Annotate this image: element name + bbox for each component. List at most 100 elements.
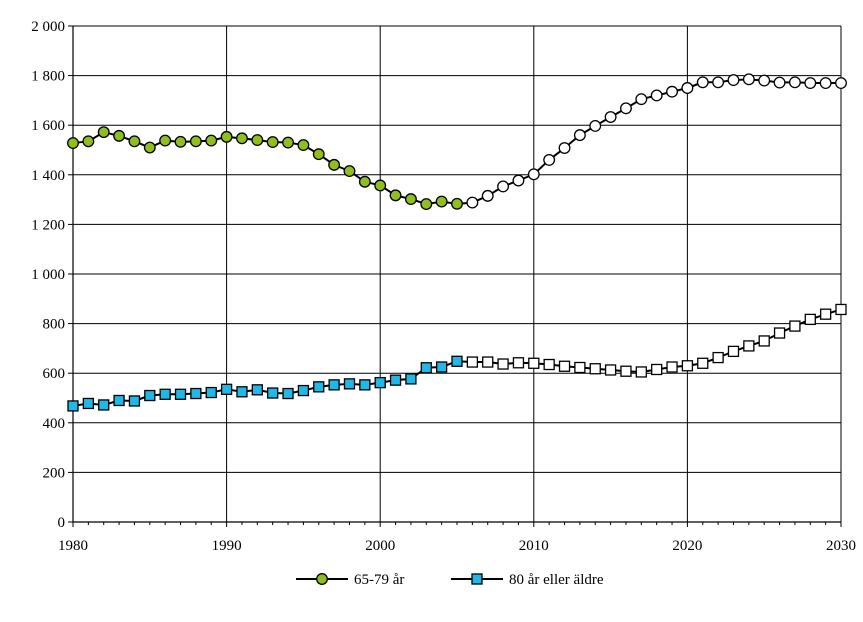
data-point [651, 363, 663, 376]
data-point [420, 198, 433, 211]
legend-label: 80 år eller äldre [509, 572, 604, 588]
data-point [727, 345, 740, 358]
data-point [236, 386, 248, 398]
x-tick-label: 1990 [212, 538, 242, 554]
data-point [650, 89, 663, 102]
data-point [512, 357, 525, 369]
data-point [742, 73, 755, 86]
data-point [482, 356, 494, 368]
data-point [251, 384, 263, 396]
data-point [328, 379, 340, 391]
data-point [220, 383, 233, 395]
y-tick-label: 800 [43, 317, 66, 333]
data-point [620, 365, 632, 377]
data-point [697, 357, 709, 369]
data-point [589, 119, 602, 132]
data-point [620, 102, 632, 115]
data-point [573, 129, 586, 142]
data-point [113, 129, 126, 142]
x-tick-label: 2000 [365, 538, 395, 554]
data-point [98, 399, 110, 411]
data-point [190, 387, 202, 400]
data-point [358, 175, 371, 188]
data-point [666, 85, 678, 98]
x-tick-label: 2030 [826, 538, 856, 554]
data-point [251, 134, 264, 147]
legend-marker [316, 573, 328, 585]
data-point [804, 313, 816, 326]
data-point [666, 361, 678, 373]
data-point [835, 77, 847, 89]
data-point [420, 362, 432, 374]
data-point [236, 132, 248, 145]
data-point [128, 395, 141, 407]
data-point [174, 388, 187, 400]
data-point [635, 366, 647, 378]
data-point [696, 76, 709, 89]
data-point [159, 134, 172, 147]
data-point [404, 193, 417, 206]
series-layer [67, 73, 847, 412]
data-point [451, 197, 463, 210]
legend: 65-79 år 80 år eller äldre [296, 572, 604, 588]
data-point [712, 351, 724, 364]
data-point [174, 135, 187, 148]
data-point [543, 153, 556, 166]
data-point [267, 387, 279, 399]
data-point [405, 373, 417, 385]
data-point [589, 363, 601, 375]
legend-item: 80 år eller äldre [451, 572, 604, 588]
data-point [313, 381, 325, 393]
data-point [712, 76, 725, 89]
x-axis-tick-labels: 1980 1990 2000 2010 2020 2030 [58, 538, 856, 554]
data-point [312, 148, 325, 161]
y-tick-label: 200 [43, 465, 66, 481]
data-point [527, 168, 540, 181]
legend-marker [471, 573, 483, 585]
series-1 [67, 303, 847, 412]
data-point [143, 141, 156, 154]
data-point [389, 189, 402, 202]
data-point [389, 374, 402, 386]
data-point [635, 93, 648, 106]
y-tick-label: 600 [43, 366, 66, 382]
data-point [435, 195, 448, 208]
data-point [205, 386, 217, 399]
data-point [343, 165, 356, 178]
data-point [82, 135, 95, 148]
y-tick-label: 1 600 [31, 118, 65, 134]
data-point [466, 196, 479, 209]
data-point [297, 384, 310, 397]
data-point [758, 335, 770, 347]
data-point [681, 82, 694, 94]
data-point [466, 356, 479, 368]
x-tick-label: 2020 [672, 538, 702, 554]
data-point [328, 158, 341, 171]
legend-item: 65-79 år [296, 572, 404, 588]
data-point [435, 361, 448, 373]
data-point [144, 389, 156, 402]
axes [68, 25, 842, 527]
data-point [512, 174, 525, 187]
y-tick-label: 1 200 [31, 217, 65, 233]
x-tick-label: 2010 [519, 538, 549, 554]
data-point [266, 136, 279, 149]
data-point [67, 137, 79, 150]
data-point [359, 379, 371, 391]
data-point [205, 134, 218, 147]
data-point [497, 358, 509, 370]
data-point [97, 126, 110, 139]
data-point [819, 77, 832, 89]
data-point [604, 364, 617, 376]
y-tick-label: 2 000 [31, 19, 65, 35]
data-point [743, 340, 755, 352]
data-point [758, 74, 771, 87]
data-point [282, 136, 294, 149]
data-point [67, 400, 79, 412]
gridlines [73, 25, 842, 522]
data-point [727, 74, 740, 87]
data-point [82, 397, 95, 410]
data-point [789, 320, 801, 332]
data-point [543, 358, 555, 371]
